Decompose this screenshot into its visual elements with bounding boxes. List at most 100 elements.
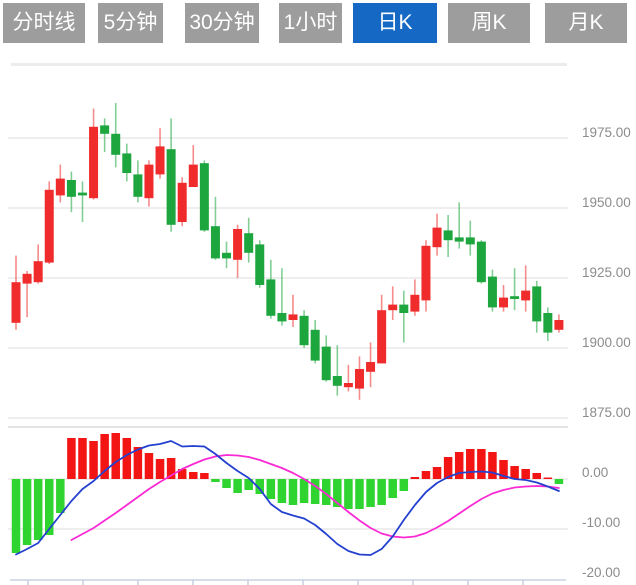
candle-body xyxy=(432,227,442,248)
candle-body xyxy=(543,313,553,333)
macd-bar xyxy=(521,469,530,479)
candle-body xyxy=(33,261,43,283)
candle-body xyxy=(233,229,243,260)
macd-bar xyxy=(33,479,43,540)
macd-bar xyxy=(67,438,76,479)
macd-bar xyxy=(155,459,165,479)
macd-bar xyxy=(377,479,386,505)
candle-body xyxy=(11,282,21,323)
macd-bar xyxy=(222,479,231,488)
macd-bar xyxy=(321,479,331,505)
candle-body xyxy=(277,313,287,322)
dea-line xyxy=(70,454,560,541)
candle-body xyxy=(100,125,110,134)
macd-bar xyxy=(543,477,553,479)
macd-bar xyxy=(44,479,54,535)
candle-body xyxy=(188,164,198,187)
candle-body xyxy=(521,290,531,301)
macd-bar xyxy=(255,479,265,494)
macd-bar xyxy=(122,438,132,479)
macd-bar xyxy=(310,479,320,504)
candle-body xyxy=(177,182,187,222)
price-axis-label: 1900.00 xyxy=(582,335,631,350)
macd-bar xyxy=(466,449,475,479)
price-axis-label: 1875.00 xyxy=(582,405,631,420)
macd-bar xyxy=(399,479,409,491)
macd-axis-label: 0.00 xyxy=(582,465,608,480)
tab-5min[interactable]: 5分钟 xyxy=(98,3,163,43)
macd-bar xyxy=(421,471,431,479)
candle-body xyxy=(199,163,209,231)
macd-bar xyxy=(443,457,453,479)
macd-bar xyxy=(100,434,109,479)
macd-bar xyxy=(454,452,464,479)
macd-bar xyxy=(144,453,154,479)
macd-bar xyxy=(111,433,120,479)
candle-body xyxy=(299,315,309,346)
macd-bar xyxy=(355,479,364,509)
candle-body xyxy=(532,286,542,322)
candle-body xyxy=(22,273,32,284)
candle-body xyxy=(222,252,232,259)
tab-weekly-k[interactable]: 周K xyxy=(448,3,530,43)
candle-body xyxy=(44,189,54,263)
candle-body xyxy=(332,376,342,386)
macd-bar xyxy=(189,472,198,479)
macd-bar xyxy=(266,479,276,499)
macd-histogram xyxy=(11,433,564,553)
candle-body xyxy=(133,174,143,197)
candle-body xyxy=(89,126,99,199)
candle-body xyxy=(343,383,353,388)
candle-body xyxy=(122,153,132,173)
macd-bar xyxy=(89,441,98,479)
candle-body xyxy=(266,279,276,316)
tab-timeline[interactable]: 分时线 xyxy=(3,3,85,43)
macd-bar xyxy=(244,479,253,490)
macd-bar xyxy=(333,479,342,507)
macd-bar xyxy=(166,458,176,479)
candle-body xyxy=(554,320,564,330)
macd-bar xyxy=(366,479,375,507)
macd-bar xyxy=(344,479,353,509)
candle-body xyxy=(354,369,364,389)
candle-body xyxy=(144,164,154,199)
candle-body xyxy=(255,244,265,285)
candle-body xyxy=(399,304,409,313)
candlestick-panel xyxy=(11,103,564,400)
period-tabbar: 分时线 5分钟 30分钟 1小时 日K 周K 月K xyxy=(0,0,636,46)
candle-body xyxy=(465,237,475,245)
macd-bar xyxy=(432,467,442,479)
candle-body xyxy=(499,297,509,308)
macd-bar xyxy=(133,447,143,479)
tab-monthly-k[interactable]: 月K xyxy=(545,3,627,43)
candle-body xyxy=(421,245,431,301)
candle-body xyxy=(155,146,165,175)
macd-axis-label: -10.00 xyxy=(582,515,620,530)
candle-body xyxy=(377,310,387,364)
candle-body xyxy=(487,276,497,308)
macd-bar xyxy=(477,449,486,479)
price-gridlines: 1975.00 1950.00 1925.00 1900.00 1875.00 xyxy=(8,63,631,420)
macd-bar xyxy=(554,479,564,484)
macd-bar xyxy=(388,479,397,498)
candle-body xyxy=(111,133,121,155)
price-axis-label: 1975.00 xyxy=(582,125,631,140)
candle-body xyxy=(410,294,420,312)
macd-bar xyxy=(532,473,542,479)
tab-30min[interactable]: 30分钟 xyxy=(185,3,259,43)
price-axis-label: 1925.00 xyxy=(582,265,631,280)
macd-bar xyxy=(499,460,508,479)
macd-axis-label: -20.00 xyxy=(582,565,620,580)
candle-body xyxy=(476,241,486,283)
macd-bar xyxy=(277,479,287,503)
tab-daily-k[interactable]: 日K xyxy=(353,3,437,43)
macd-bar xyxy=(11,479,21,553)
candle-body xyxy=(454,237,464,242)
candle-body xyxy=(55,178,65,196)
tab-1hour[interactable]: 1小时 xyxy=(279,3,342,43)
macd-bar xyxy=(200,473,209,479)
macd-bar xyxy=(288,479,298,505)
candle-body xyxy=(443,230,453,241)
candle-body xyxy=(244,233,254,253)
